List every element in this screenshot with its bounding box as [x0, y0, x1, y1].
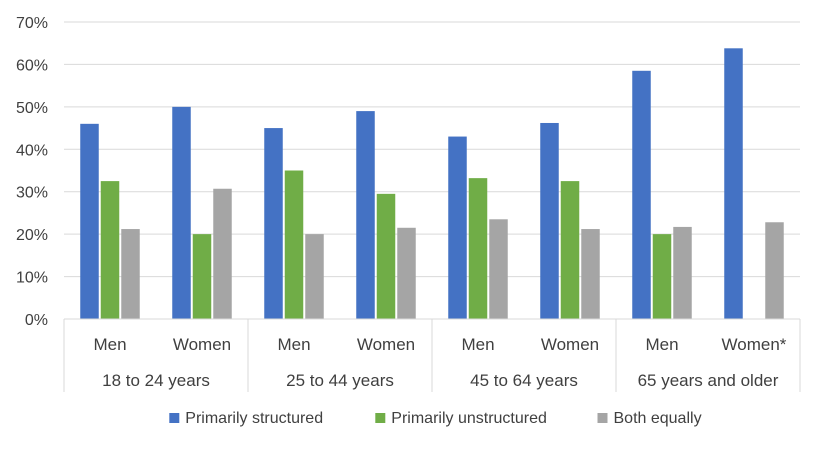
bar-primarily-unstructured — [468, 178, 488, 319]
bar-primarily-structured — [540, 122, 559, 319]
bar-primarily-unstructured — [192, 234, 212, 319]
bar-primarily-unstructured — [284, 170, 304, 319]
bar-primarily-unstructured — [652, 234, 672, 319]
bar-primarily-structured — [448, 136, 467, 319]
legend-swatch — [597, 413, 608, 423]
y-tick-label: 0% — [25, 312, 48, 329]
bar-primarily-unstructured — [560, 181, 580, 319]
category-label: Men — [93, 335, 126, 354]
group-label: 65 years and older — [638, 371, 779, 390]
y-tick-label: 50% — [16, 100, 48, 117]
x-axis: Men Women Men Women Men Women Men Women* 18 to 2… — [63, 318, 801, 392]
y-tick-label: 10% — [16, 270, 48, 287]
bar-both-equally — [305, 234, 324, 319]
bar-primarily-structured — [356, 111, 375, 319]
group-label: 18 to 24 years — [102, 371, 210, 390]
bars — [80, 48, 784, 320]
y-tick-label: 30% — [16, 185, 48, 202]
category-label: Women — [541, 335, 599, 354]
legend: Primarily structured Primarily unstructur… — [169, 410, 702, 427]
category-label: Women — [357, 335, 415, 354]
bar-primarily-structured — [264, 128, 283, 319]
legend-swatch — [375, 413, 386, 423]
legend-label: Both equally — [614, 410, 702, 427]
category-label: Men — [461, 335, 494, 354]
y-tick-label: 40% — [16, 142, 48, 159]
category-label: Men — [645, 335, 678, 354]
group-label: 45 to 64 years — [470, 371, 578, 390]
bar-both-equally — [673, 226, 692, 319]
bar-primarily-structured — [632, 70, 651, 320]
bar-both-equally — [581, 229, 600, 319]
bar-primarily-structured — [80, 123, 99, 319]
y-tick-label: 20% — [16, 227, 48, 244]
category-label: Women* — [722, 335, 787, 354]
bar-both-equally — [765, 222, 784, 319]
bar-both-equally — [397, 227, 416, 319]
bar-both-equally — [121, 229, 140, 319]
bar-primarily-unstructured — [100, 181, 120, 319]
bar-both-equally — [489, 219, 508, 319]
bar-primarily-structured — [172, 106, 191, 319]
y-tick-label: 70% — [16, 15, 48, 32]
y-tick-label: 60% — [16, 57, 48, 74]
legend-swatch — [169, 413, 180, 423]
category-label: Men — [277, 335, 310, 354]
bar-primarily-structured — [724, 48, 743, 319]
legend-label: Primarily structured — [185, 410, 323, 427]
y-axis: 0% 10% 20% 30% 40% 50% 60% 70% — [16, 15, 48, 329]
category-label: Women — [173, 335, 231, 354]
bar-both-equally — [213, 188, 232, 319]
legend-label: Primarily unstructured — [391, 410, 547, 427]
bar-primarily-unstructured — [376, 193, 396, 319]
group-label: 25 to 44 years — [286, 371, 394, 390]
